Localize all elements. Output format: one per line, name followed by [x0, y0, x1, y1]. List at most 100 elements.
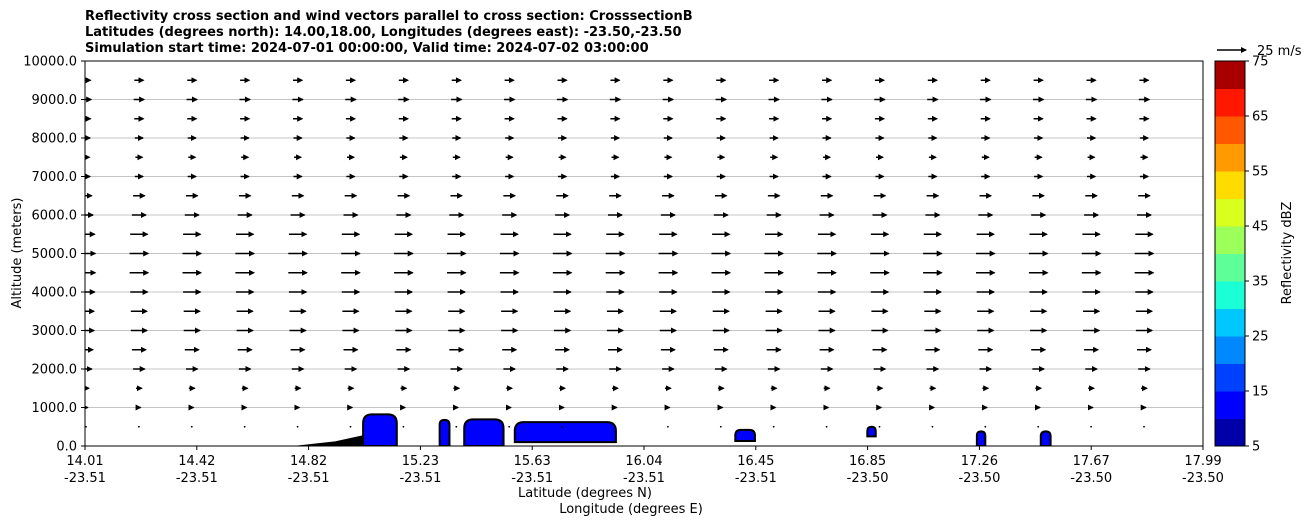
reflectivity-cells	[362, 413, 1052, 446]
wind-vector	[878, 425, 881, 428]
colorbar-segment	[1215, 198, 1245, 227]
x-tick-label-lat: 14.42	[178, 454, 215, 469]
x-tick-label-lon: -23.51	[288, 471, 330, 486]
y-tick-label: 4000.0	[32, 286, 78, 301]
x-tick-label-lat: 15.63	[514, 454, 551, 469]
x-tick-label-lat: 17.99	[1184, 454, 1221, 469]
wind-vectors	[85, 77, 1155, 428]
colorbar-segment	[1215, 143, 1245, 172]
wind-vector	[455, 425, 458, 428]
wind-vector	[825, 425, 828, 428]
wind-vector	[402, 425, 405, 428]
title-line-1: Reflectivity cross section and wind vect…	[85, 9, 693, 24]
wind-vector	[1037, 425, 1040, 428]
x-tick-label-lat: 16.04	[625, 454, 662, 469]
wind-vector	[984, 425, 987, 428]
x-tick-label-lon: -23.51	[735, 471, 777, 486]
reflectivity-cell	[1039, 430, 1052, 446]
wind-vector	[296, 425, 299, 428]
y-axis: 0.0 1000.0 2000.0 3000.0 4000.0 5000.0 6000.0 7…	[23, 55, 85, 455]
x-tick-label-lon: -23.50	[1070, 471, 1112, 486]
wind-vector	[349, 425, 352, 428]
y-tick-label: 6000.0	[32, 209, 78, 224]
colorbar-label: Reflectivity dBZ	[1280, 202, 1295, 305]
reflectivity-cell	[734, 428, 756, 442]
x-tick-label-lat: 14.01	[66, 454, 103, 469]
colorbar-segment	[1215, 253, 1245, 282]
colorbar-tick-label: 25	[1252, 330, 1269, 345]
colorbar-segment	[1215, 61, 1245, 89]
x-tick-label-lon: -23.50	[958, 471, 1000, 486]
y-tick-label: 3000.0	[32, 324, 78, 339]
colorbar: 5 15 25 35 45 55 65 75	[1214, 55, 1269, 455]
y-tick-label: 10000.0	[23, 55, 77, 70]
wind-vector	[508, 425, 511, 428]
colorbar-tick-label: 5	[1252, 440, 1260, 455]
wind-vector	[1090, 425, 1092, 428]
x-tick-label-lat: 15.23	[402, 454, 439, 469]
x-tick-label-lon: -23.51	[176, 471, 218, 486]
y-tick-label: 1000.0	[32, 401, 78, 416]
reflectivity-cell	[513, 421, 617, 444]
quiver-key: 25 m/s	[1217, 44, 1302, 59]
reflectivity-cell	[362, 413, 398, 446]
x-axis: 14.01 -23.51 14.42 -23.51 14.82 -23.51 15.23 -2…	[64, 446, 1224, 486]
colorbar-segment	[1215, 116, 1245, 144]
chart-title: Reflectivity cross section and wind vect…	[85, 9, 693, 57]
y-tick-label: 0.0	[56, 440, 77, 455]
wind-vector	[719, 425, 722, 428]
quiver-key-label: 25 m/s	[1257, 44, 1302, 59]
colorbar-tick-label: 65	[1252, 110, 1269, 125]
x-axis-label-longitude: Longitude (degrees E)	[559, 502, 703, 517]
colorbar-segment	[1215, 391, 1245, 419]
colorbar-tick-label: 35	[1252, 275, 1269, 290]
x-tick-label-lon: -23.51	[399, 471, 441, 486]
colorbar-segment	[1215, 308, 1245, 337]
y-tick-label: 2000.0	[32, 363, 78, 378]
colorbar-frame	[1214, 60, 1246, 447]
colorbar-segment	[1215, 281, 1245, 309]
reflectivity-cell	[438, 418, 451, 446]
wind-vector	[138, 425, 140, 428]
y-axis-label: Altitude (meters)	[10, 198, 25, 309]
x-tick-label-lon: -23.51	[623, 471, 665, 486]
colorbar-segment	[1215, 418, 1245, 447]
wind-vector	[1143, 425, 1145, 428]
wind-vector	[561, 425, 563, 428]
x-tick-label-lat: 17.26	[961, 454, 998, 469]
reflectivity-cell	[463, 418, 505, 446]
y-tick-label: 9000.0	[32, 93, 78, 108]
x-tick-label-lon: -23.51	[64, 471, 106, 486]
x-tick-label-lon: -23.50	[1182, 471, 1224, 486]
colorbar-segment	[1215, 336, 1245, 364]
reflectivity-cell	[975, 430, 987, 446]
colorbar-segment	[1215, 88, 1245, 117]
wind-vector	[190, 425, 193, 428]
colorbar-tick-label: 55	[1252, 165, 1269, 180]
grid-lines	[85, 99, 1203, 408]
x-tick-label-lat: 17.67	[1073, 454, 1110, 469]
x-tick-label-lon: -23.51	[511, 471, 553, 486]
x-tick-label-lon: -23.50	[847, 471, 889, 486]
colorbar-tick-label: 15	[1252, 385, 1269, 400]
reflectivity-cell	[866, 425, 877, 438]
title-line-2: Latitudes (degrees north): 14.00,18.00, …	[85, 25, 682, 40]
y-tick-label: 5000.0	[32, 247, 78, 262]
title-line-3: Simulation start time: 2024-07-01 00:00:…	[85, 41, 649, 56]
wind-vector	[772, 425, 775, 428]
wind-vector	[614, 425, 616, 428]
x-tick-label-lat: 14.82	[290, 454, 327, 469]
wind-vector	[243, 425, 246, 428]
colorbar-segment	[1215, 363, 1245, 392]
wind-vector	[85, 425, 87, 428]
wind-vector	[931, 425, 934, 428]
y-tick-label: 8000.0	[32, 132, 78, 147]
colorbar-tick-label: 75	[1252, 55, 1269, 70]
colorbar-segment	[1215, 226, 1245, 254]
x-tick-label-lat: 16.85	[849, 454, 886, 469]
x-tick-label-lat: 16.45	[737, 454, 774, 469]
x-axis-label-latitude: Latitude (degrees N)	[518, 486, 652, 501]
wind-vector	[667, 425, 669, 428]
y-tick-label: 7000.0	[32, 170, 78, 185]
